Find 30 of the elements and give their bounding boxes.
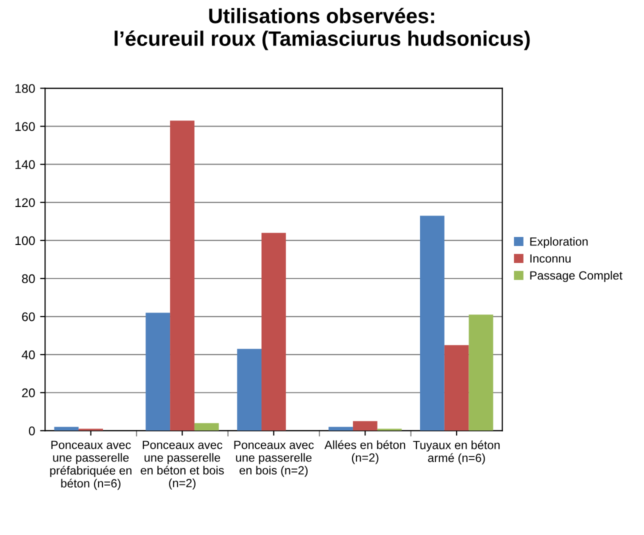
- bar: [352, 421, 378, 431]
- y-tick-label: 40: [22, 350, 35, 360]
- y-tick-label: 100: [15, 236, 35, 246]
- bar: [420, 216, 444, 431]
- bar: [54, 426, 79, 431]
- legend-label: Inconnu: [530, 254, 571, 263]
- y-tick-label: 180: [15, 84, 35, 93]
- bar: [328, 426, 353, 431]
- bar: [262, 232, 286, 431]
- bar: [444, 345, 469, 431]
- bar: [146, 312, 170, 431]
- x-tick-label: Tuyaux en béton armé (n=6): [413, 440, 500, 464]
- x-tick-label: Allées en béton (n=2): [324, 440, 406, 464]
- bar: [468, 314, 494, 431]
- y-tick-label: 140: [15, 160, 35, 170]
- chart-title: Utilisations observées: l’écureuil roux (Tamiasciurus hudsonicus): [114, 8, 530, 50]
- legend-label: Passage Complet: [530, 270, 622, 282]
- x-tick-label: Ponceaux avec une passerelle en bois (n=2): [234, 440, 314, 477]
- y-tick-label: 20: [22, 388, 35, 398]
- x-tick-label: Ponceaux avec une passerelle préfabriquée en béton (n=6): [50, 440, 132, 490]
- bar: [194, 423, 219, 431]
- x-tick-label: Ponceaux avec une passerelle en béton et bois (n=2): [140, 440, 224, 490]
- y-tick-label: 80: [22, 274, 35, 284]
- legend-label: Exploration: [530, 237, 588, 248]
- bar: [170, 120, 194, 431]
- y-tick-label: 60: [22, 312, 35, 322]
- y-tick-label: 120: [15, 198, 35, 208]
- y-tick-label: 160: [15, 122, 35, 131]
- bar: [237, 348, 262, 431]
- y-tick-label: 0: [28, 426, 35, 436]
